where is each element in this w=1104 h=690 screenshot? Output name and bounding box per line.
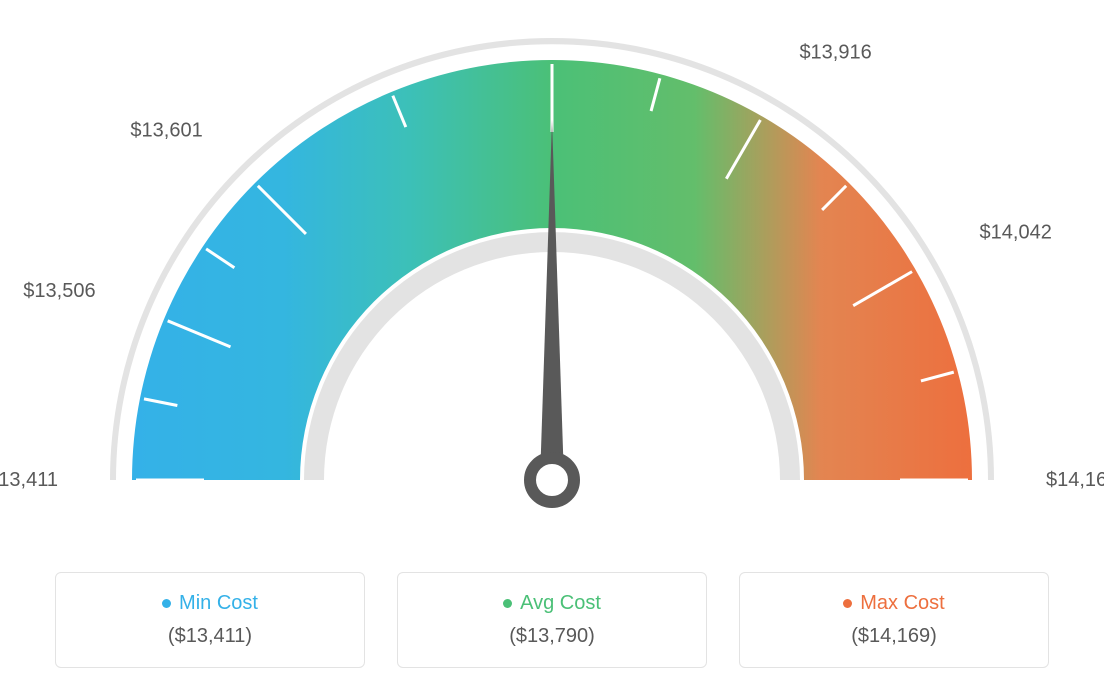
gauge-tick-label: $14,042 [980,222,1052,244]
legend-card-min: Min Cost ($13,411) [55,572,365,668]
legend-title-min: Min Cost [179,592,258,615]
legend-title-max: Max Cost [860,592,944,615]
gauge-tick-label: $13,411 [0,469,58,491]
legend-title-row: Min Cost [162,592,258,615]
legend-value-avg: ($13,790) [509,625,595,648]
legend-title-row: Max Cost [843,592,944,615]
legend-value-min: ($13,411) [168,625,252,648]
gauge-tick-label: $13,916 [799,41,871,63]
legend-dot-min [162,599,171,608]
gauge-svg: $13,411$13,506$13,601$13,790$13,916$14,0… [0,0,1104,560]
legend-value-max: ($14,169) [851,625,937,648]
gauge-needle-base [530,458,574,502]
legend-title-row: Avg Cost [503,592,601,615]
gauge-tick-label: $13,506 [23,280,95,302]
legend-row: Min Cost ($13,411) Avg Cost ($13,790) Ma… [0,572,1104,668]
legend-card-avg: Avg Cost ($13,790) [397,572,707,668]
cost-gauge-container: $13,411$13,506$13,601$13,790$13,916$14,0… [0,0,1104,690]
legend-dot-max [843,599,852,608]
legend-title-avg: Avg Cost [520,592,601,615]
gauge-chart: $13,411$13,506$13,601$13,790$13,916$14,0… [0,0,1104,560]
gauge-tick-label: $14,169 [1046,469,1104,491]
gauge-tick-label: $13,601 [130,120,202,142]
legend-dot-avg [503,599,512,608]
legend-card-max: Max Cost ($14,169) [739,572,1049,668]
